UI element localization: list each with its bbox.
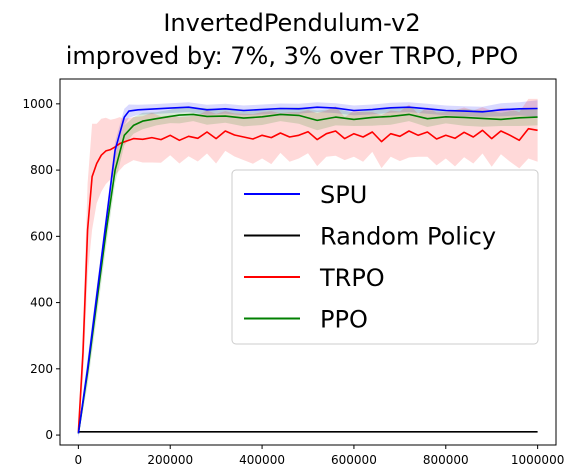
axes: 0 200000 400000 600000 800000 1000000 0 200 400 6… [22, 78, 564, 467]
x-tick-label: 800000 [423, 453, 469, 467]
y-tick-label: 600 [30, 229, 53, 243]
x-tick-label: 200000 [147, 453, 193, 467]
legend-box [231, 169, 539, 345]
legend-label-trpo: TRPO [319, 264, 385, 292]
y-tick-label: 1000 [22, 97, 53, 111]
x-tick-label: 400000 [239, 453, 285, 467]
legend: SPU Random Policy TRPO PPO [231, 169, 539, 345]
x-tick-label: 600000 [331, 453, 377, 467]
x-tick-label: 1000000 [511, 453, 564, 467]
title-line-1: InvertedPendulum-v2 [163, 9, 420, 37]
legend-label-spu: SPU [320, 181, 367, 209]
x-tick-label: 0 [75, 453, 83, 467]
y-tick-label: 400 [30, 296, 53, 310]
legend-label-ppo: PPO [320, 306, 368, 334]
band-ppo [78, 106, 538, 437]
confidence-bands [78, 98, 538, 439]
plot-frame [59, 78, 557, 446]
band-trpo [78, 98, 538, 436]
y-tick-label: 0 [45, 428, 53, 442]
line-trpo [77, 127, 538, 432]
line-spu [77, 106, 538, 434]
y-tick-label: 800 [30, 163, 53, 177]
legend-label-random-policy: Random Policy [320, 223, 496, 251]
series-lines [77, 106, 538, 434]
chart-title: InvertedPendulum-v2 improved by: 7%, 3% … [66, 9, 519, 70]
y-tick-label: 200 [30, 362, 53, 376]
title-line-2: improved by: 7%, 3% over TRPO, PPO [66, 42, 519, 70]
line-ppo [77, 113, 538, 434]
